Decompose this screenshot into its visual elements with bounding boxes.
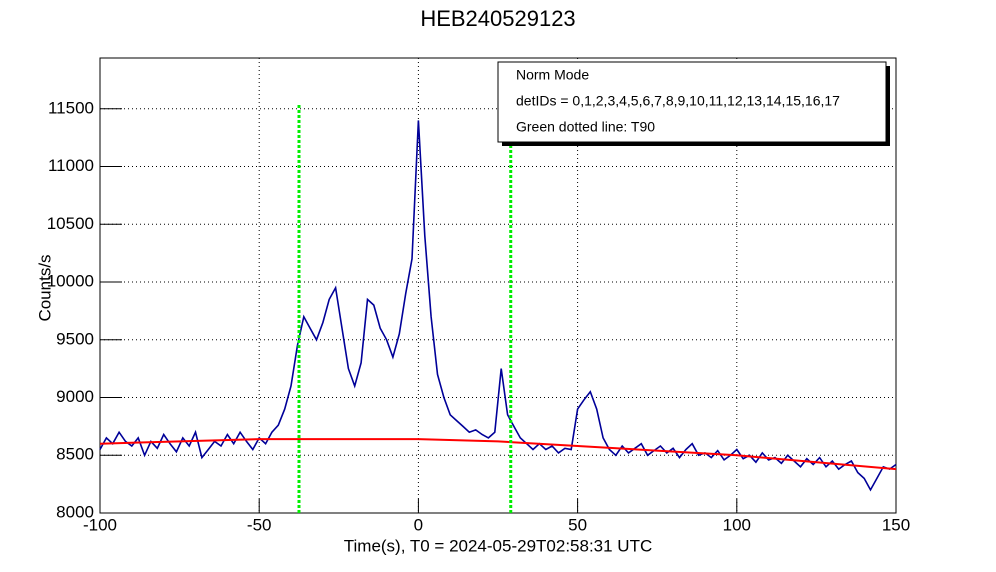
legend-text: Norm Mode [516,67,589,83]
x-tick-label: 150 [882,515,910,534]
y-axis-label: Counts/s [35,254,54,321]
legend-text: detIDs = 0,1,2,3,4,5,6,7,8,9,10,11,12,13… [516,93,840,109]
x-tick-label: -50 [247,515,272,534]
y-tick-label: 9000 [56,387,94,406]
y-tick-label: 11500 [48,98,94,117]
x-tick-label: -100 [83,515,117,534]
x-tick-label: 50 [568,515,587,534]
y-tick-label: 10000 [47,272,94,291]
x-tick-label: 100 [723,515,751,534]
y-tick-label: 8500 [56,445,94,464]
y-tick-label: 8000 [56,502,94,521]
light-curve [99,120,897,492]
chart-title: HEB240529123 [420,6,575,31]
x-axis-label: Time(s), T0 = 2024-05-29T02:58:31 UTC [344,536,653,555]
y-tick-label: 10500 [47,214,94,233]
legend-box [497,61,887,143]
plot-frame [99,57,897,514]
y-tick-label: 11000 [48,156,94,175]
x-tick-label: 0 [414,515,423,534]
background-fit [99,438,897,471]
legend-text: Green dotted line: T90 [516,119,655,135]
y-tick-label: 9500 [56,329,94,348]
